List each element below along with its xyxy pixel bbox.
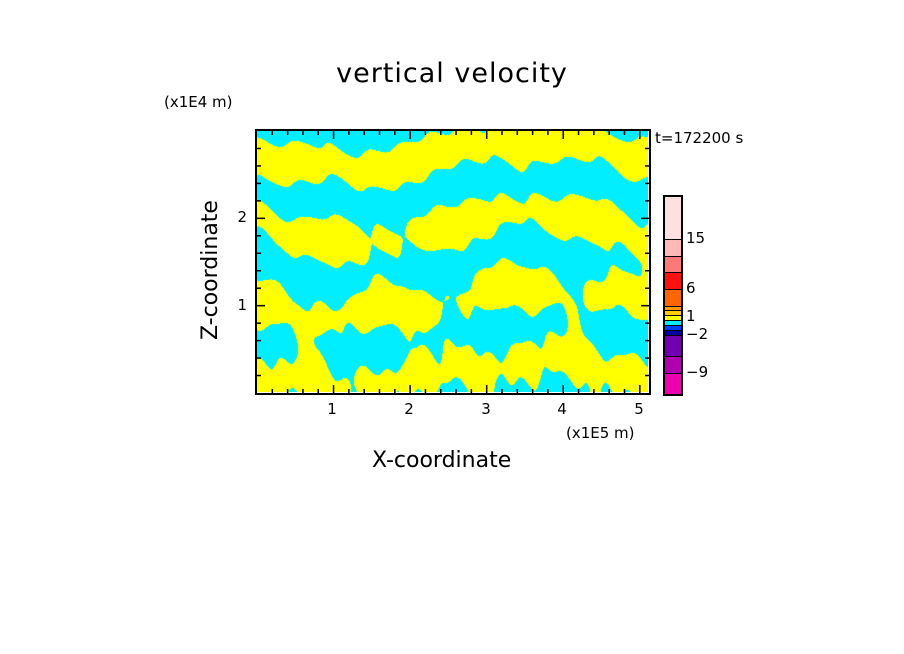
- z-tick-label: 1: [237, 296, 247, 314]
- x-axis-unit: (x1E5 m): [566, 424, 635, 442]
- x-axis-label: X-coordinate: [372, 448, 512, 473]
- colorbar-segment: [665, 357, 681, 374]
- colorbar-label: −9: [686, 363, 709, 381]
- colorbar-segment: [665, 321, 681, 326]
- z-axis-label: Z-coordinate: [198, 200, 223, 340]
- velocity-contour-field: [256, 130, 648, 392]
- colorbar-segment: [665, 311, 681, 316]
- time-label: t=172200 s: [655, 129, 744, 147]
- plot-frame: [255, 129, 651, 395]
- colorbar-segment: [665, 326, 681, 331]
- colorbar-segment: [665, 374, 681, 394]
- colorbar: [663, 195, 683, 396]
- z-axis-unit: (x1E4 m): [164, 93, 233, 111]
- x-tick-label: 3: [481, 400, 491, 418]
- colorbar-segment: [665, 316, 681, 321]
- colorbar-segment: [665, 273, 681, 290]
- colorbar-segment: [665, 331, 681, 336]
- axis-ticks: [257, 131, 649, 393]
- colorbar-segment: [665, 197, 681, 240]
- x-tick-label: 4: [557, 400, 567, 418]
- colorbar-label: 6: [686, 279, 696, 297]
- colorbar-segment: [665, 290, 681, 307]
- z-tick-label: 2: [237, 208, 247, 226]
- x-tick-label: 5: [634, 400, 644, 418]
- colorbar-label: 15: [686, 229, 706, 247]
- colorbar-segment: [665, 240, 681, 257]
- colorbar-segment: [665, 307, 681, 311]
- colorbar-label: 1: [686, 307, 696, 325]
- x-tick-label: 2: [404, 400, 414, 418]
- colorbar-segment: [665, 336, 681, 357]
- chart-title: vertical velocity: [336, 58, 568, 89]
- colorbar-label: −2: [686, 325, 709, 343]
- x-tick-label: 1: [327, 400, 337, 418]
- colorbar-segment: [665, 257, 681, 273]
